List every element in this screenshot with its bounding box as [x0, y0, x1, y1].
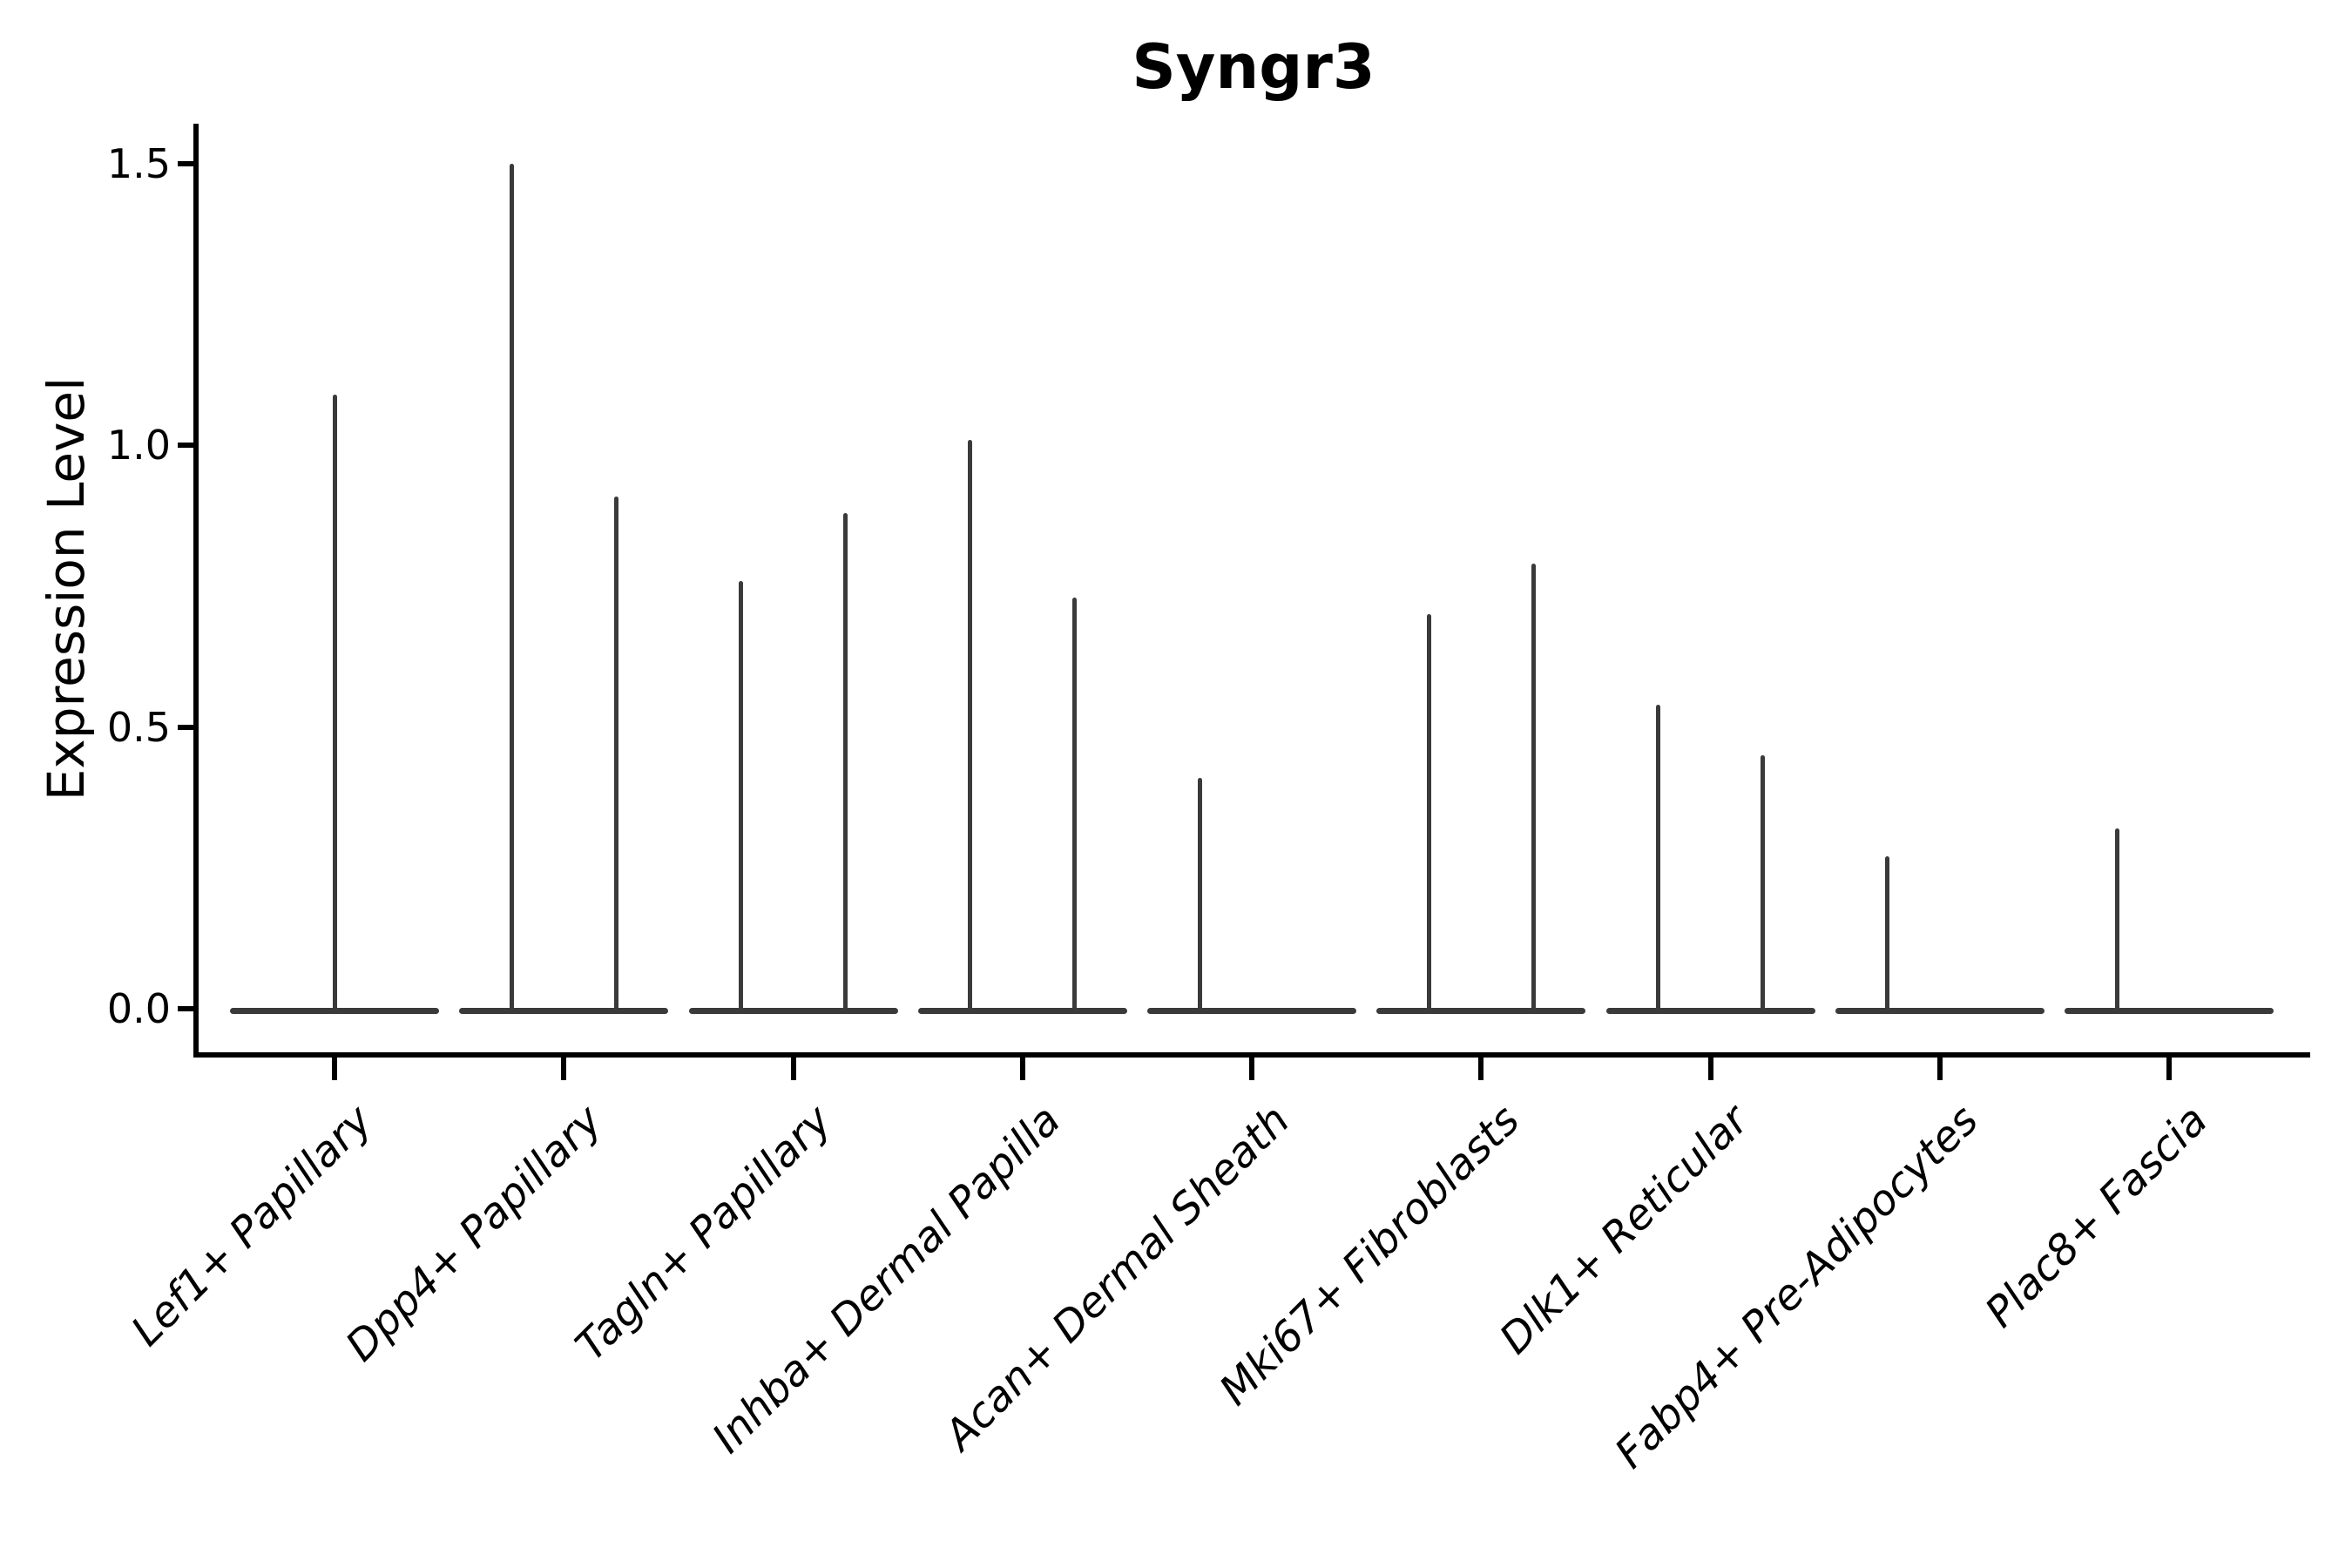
violin-base [459, 1008, 669, 1014]
violin-spike [968, 439, 973, 1014]
violin-spike [1426, 614, 1431, 1014]
violin-spike [613, 496, 618, 1014]
violin-spike [1761, 754, 1765, 1014]
violin-base [1376, 1008, 1586, 1014]
violin-spike [739, 580, 743, 1014]
violin-base [2065, 1008, 2274, 1014]
x-axis-label: Lef1+ Papillary [122, 1096, 382, 1356]
violin-spike [1885, 856, 1890, 1014]
violin-spike [843, 512, 848, 1014]
x-axis-tick [1478, 1058, 1484, 1080]
x-axis-tick [1249, 1058, 1254, 1080]
violin-spike [1656, 704, 1660, 1014]
x-axis-tick [1707, 1058, 1713, 1080]
x-axis-label: Tagln+ Papillary [565, 1096, 841, 1371]
violin-spike [332, 395, 337, 1014]
x-axis-label: Dlk1+ Reticular [1490, 1096, 1759, 1364]
violin-base [1147, 1008, 1356, 1014]
violin-spike [1197, 777, 1202, 1014]
y-axis-tick [178, 443, 195, 449]
x-axis-label: Dpp4+ Papillary [336, 1096, 612, 1371]
y-axis-tick [178, 724, 195, 730]
y-axis-tick-label: 0.5 [106, 703, 171, 751]
y-axis-spine [193, 124, 199, 1058]
x-axis-tick [561, 1058, 567, 1080]
y-axis-tick [178, 160, 195, 166]
violin-spike [2114, 828, 2119, 1014]
chart-title: Syngr3 [1132, 31, 1375, 103]
y-axis-tick-label: 1.0 [106, 422, 171, 470]
x-axis-tick [1019, 1058, 1025, 1080]
x-axis-tick [332, 1058, 337, 1080]
x-axis-tick [1936, 1058, 1943, 1080]
violin-base [1835, 1008, 2044, 1014]
violin-base [917, 1008, 1127, 1014]
y-axis-tick [178, 1006, 195, 1011]
x-axis-label: Fabp4+ Pre-Adipocytes [1605, 1096, 1988, 1478]
violin-spike [1531, 564, 1536, 1014]
x-axis-label: Plac8+ Fascia [1975, 1096, 2217, 1337]
violin-base [1605, 1008, 1815, 1014]
y-axis-tick-label: 0.0 [106, 985, 171, 1032]
violin-spike [509, 163, 514, 1014]
x-axis-tick [2166, 1058, 2172, 1080]
violin-base [688, 1008, 898, 1014]
violin-spike [1072, 597, 1078, 1014]
y-axis-tick-label: 1.5 [106, 139, 171, 187]
x-axis-tick [790, 1058, 796, 1080]
x-axis-spine [193, 1052, 2310, 1058]
